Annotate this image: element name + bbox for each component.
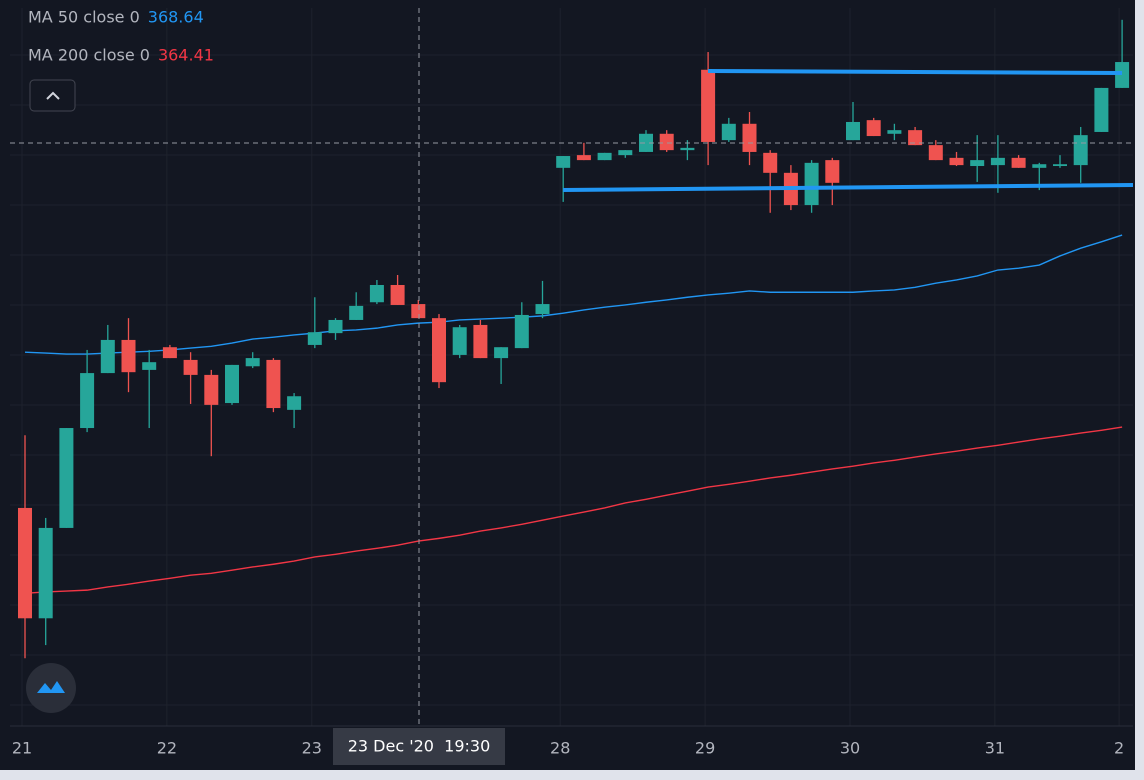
candle-body [411, 304, 426, 319]
candle-body [908, 130, 923, 146]
candle-body [639, 133, 653, 152]
collapse-icon [46, 91, 60, 100]
candle-body [1094, 87, 1109, 132]
candle-body [1053, 164, 1067, 167]
legend: MA 50 close 0 368.64 MA 200 close 0 364.41 [28, 8, 214, 65]
crosshair-label: 23 Dec '20 19:30 [348, 737, 491, 756]
legend-value: 368.64 [148, 8, 204, 27]
candle-body [494, 347, 509, 359]
candle-body [80, 373, 95, 429]
candle-body [59, 428, 74, 528]
candle-body [204, 374, 219, 405]
grid [10, 8, 1133, 726]
candle-body [266, 359, 281, 409]
candle-body [1073, 135, 1088, 166]
chart-background [0, 0, 1135, 770]
x-tick-label: 2 [1114, 739, 1124, 758]
x-tick-label: 31 [985, 739, 1005, 758]
legend-name: MA 200 close 0 [28, 46, 150, 65]
candle-body [369, 284, 384, 303]
candle-body [556, 156, 571, 168]
candle-body [225, 364, 239, 404]
ma-line [24, 234, 1123, 355]
candle-body [535, 304, 550, 315]
candle-body [949, 157, 964, 166]
candle-body [287, 396, 302, 410]
candle-body [866, 120, 881, 137]
candle-body [307, 332, 322, 345]
candle-body [349, 305, 364, 320]
candle-body [1011, 157, 1026, 168]
candle-body [576, 155, 591, 161]
candle-body [970, 160, 985, 167]
candle-body [721, 123, 736, 141]
candle-body [928, 145, 943, 161]
candle-body [18, 507, 32, 619]
candle-body [1032, 164, 1047, 168]
x-tick-label: 29 [695, 739, 715, 758]
x-tick-label: 22 [157, 739, 177, 758]
candle-body [245, 358, 260, 367]
candle-body [887, 130, 902, 134]
candle-body [514, 314, 529, 349]
collapse-button[interactable] [29, 79, 76, 112]
candle-body [618, 150, 633, 156]
candle-body [846, 121, 860, 141]
candle-body [804, 162, 819, 206]
candle-body [432, 318, 446, 383]
candle-body [473, 324, 488, 359]
plot [18, 19, 1130, 659]
candle-body [680, 147, 695, 151]
logo-icon [37, 681, 65, 693]
candle-body [742, 123, 757, 152]
candle-body [701, 69, 716, 142]
logo[interactable] [26, 663, 76, 713]
candle-body [162, 347, 177, 359]
candle-body [990, 157, 1005, 166]
trend-line[interactable] [562, 183, 1134, 192]
candle-body [659, 133, 674, 151]
candle-body [100, 339, 115, 374]
candle-body [825, 160, 840, 183]
legend-name: MA 50 close 0 [28, 8, 140, 27]
candle-body [38, 527, 53, 619]
candle-body [183, 359, 198, 375]
crosshair-label-box [333, 728, 505, 765]
x-tick-label: 30 [840, 739, 860, 758]
candle-body [763, 152, 778, 173]
candle-body [390, 284, 405, 305]
candle-body [142, 362, 157, 370]
ma-line [24, 426, 1123, 595]
candle-body [452, 327, 467, 355]
candle-body [121, 339, 136, 373]
trend-line[interactable] [707, 69, 1123, 75]
candle-body [597, 152, 612, 161]
x-tick-label: 21 [12, 739, 32, 758]
candle-body [1115, 62, 1130, 88]
x-tick-label: 28 [550, 739, 570, 758]
x-tick-label: 23 [302, 739, 322, 758]
candle-body [328, 319, 343, 334]
legend-value: 364.41 [158, 46, 214, 65]
